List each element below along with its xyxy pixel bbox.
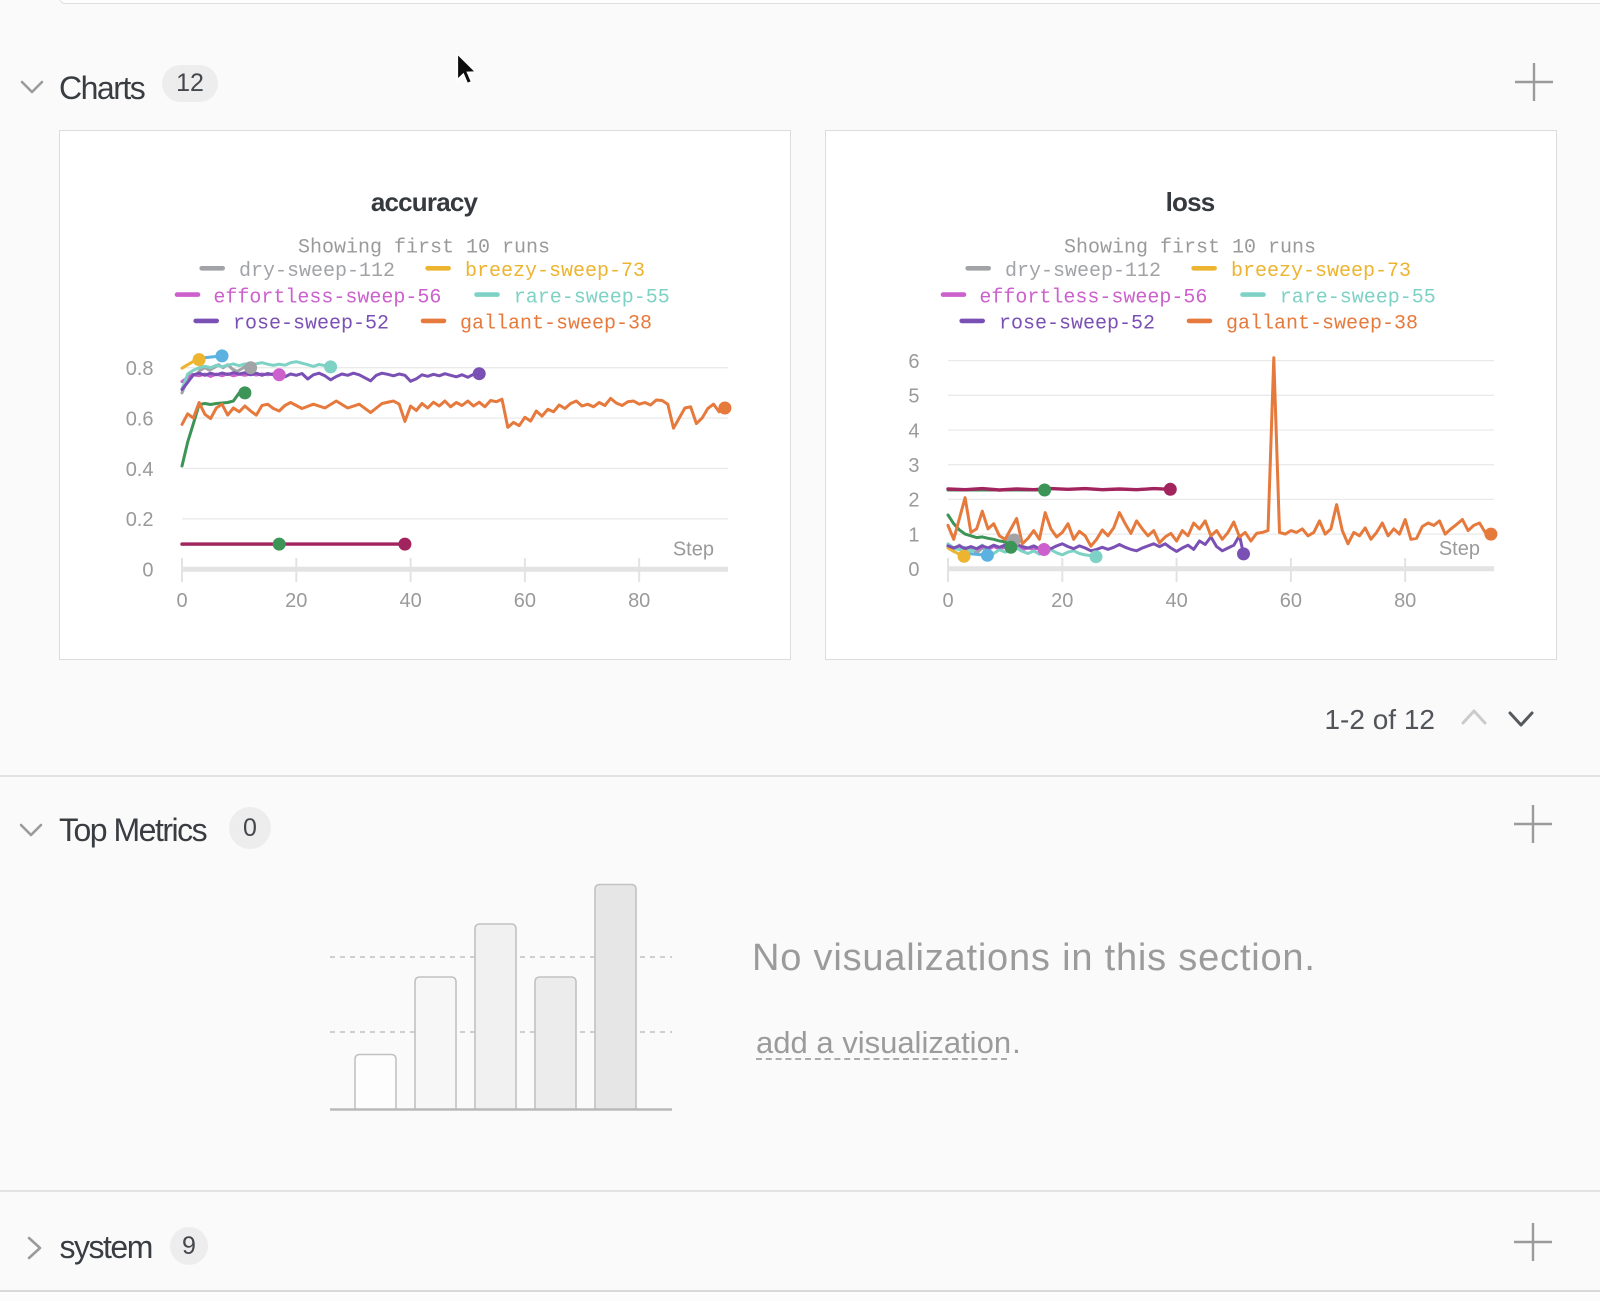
svg-text:6: 6 <box>908 351 919 373</box>
svg-text:0: 0 <box>142 560 153 582</box>
svg-text:40: 40 <box>1165 590 1187 612</box>
svg-text:rose-sweep-52: rose-sweep-52 <box>999 313 1155 336</box>
svg-text:accuracy: accuracy <box>371 187 479 217</box>
svg-text:rose-sweep-52: rose-sweep-52 <box>233 313 389 336</box>
svg-text:3: 3 <box>908 455 919 477</box>
svg-text:5: 5 <box>908 386 919 408</box>
svg-text:0.8: 0.8 <box>126 358 154 380</box>
svg-text:0: 0 <box>942 590 953 612</box>
svg-text:60: 60 <box>514 590 536 612</box>
svg-text:0.6: 0.6 <box>126 408 154 430</box>
svg-text:20: 20 <box>1051 590 1073 612</box>
svg-text:4: 4 <box>908 420 919 442</box>
svg-text:rare-sweep-55: rare-sweep-55 <box>1280 286 1436 309</box>
svg-text:1: 1 <box>908 524 919 546</box>
svg-text:gallant-sweep-38: gallant-sweep-38 <box>1226 313 1418 336</box>
svg-text:breezy-sweep-73: breezy-sweep-73 <box>465 260 645 283</box>
svg-text:Showing first 10 runs: Showing first 10 runs <box>1064 237 1316 260</box>
svg-text:gallant-sweep-38: gallant-sweep-38 <box>460 313 652 336</box>
svg-text:80: 80 <box>1394 590 1416 612</box>
svg-text:Step: Step <box>673 538 714 560</box>
svg-text:Showing first 10 runs: Showing first 10 runs <box>298 237 550 260</box>
svg-text:0.4: 0.4 <box>126 459 154 481</box>
svg-text:0.2: 0.2 <box>126 509 154 531</box>
svg-text:2: 2 <box>908 490 919 512</box>
svg-text:effortless-sweep-56: effortless-sweep-56 <box>979 286 1207 309</box>
svg-text:breezy-sweep-73: breezy-sweep-73 <box>1231 260 1411 283</box>
svg-text:0: 0 <box>176 590 187 612</box>
svg-text:loss: loss <box>1166 187 1215 217</box>
svg-text:60: 60 <box>1280 590 1302 612</box>
svg-text:20: 20 <box>285 590 307 612</box>
svg-text:40: 40 <box>399 590 421 612</box>
svg-text:rare-sweep-55: rare-sweep-55 <box>514 286 670 309</box>
svg-text:effortless-sweep-56: effortless-sweep-56 <box>213 286 441 309</box>
svg-text:Step: Step <box>1439 538 1480 560</box>
svg-text:80: 80 <box>628 590 650 612</box>
svg-text:dry-sweep-112: dry-sweep-112 <box>1005 260 1161 283</box>
svg-text:dry-sweep-112: dry-sweep-112 <box>239 260 395 283</box>
svg-text:0: 0 <box>908 559 919 581</box>
